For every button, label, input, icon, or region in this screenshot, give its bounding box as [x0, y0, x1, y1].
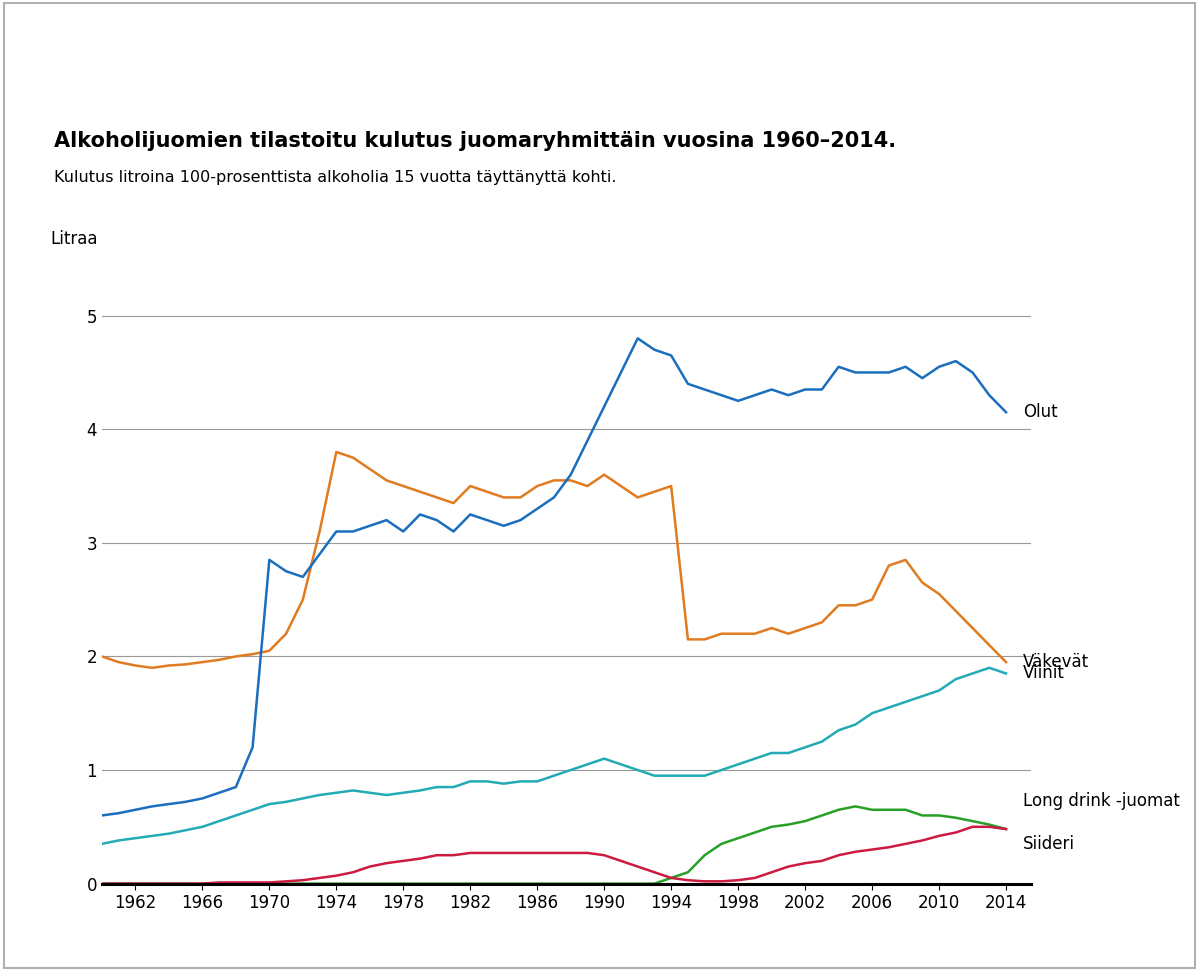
Text: Long drink -juomat: Long drink -juomat — [1023, 791, 1180, 810]
Text: Väkevät: Väkevät — [1023, 653, 1089, 671]
Text: Litraa: Litraa — [50, 230, 98, 249]
Text: Kulutus litroina 100-prosenttista alkoholia 15 vuotta täyttänyttä kohti.: Kulutus litroina 100-prosenttista alkoho… — [54, 170, 616, 184]
Text: Viinit: Viinit — [1023, 664, 1065, 683]
Text: KUVIO 2.: KUVIO 2. — [16, 20, 113, 40]
Text: Olut: Olut — [1023, 403, 1058, 421]
Text: Alkoholijuomien tilastoitu kulutus juomaryhmittäin vuosina 1960–2014.: Alkoholijuomien tilastoitu kulutus juoma… — [54, 131, 896, 151]
Text: Siideri: Siideri — [1023, 835, 1074, 853]
